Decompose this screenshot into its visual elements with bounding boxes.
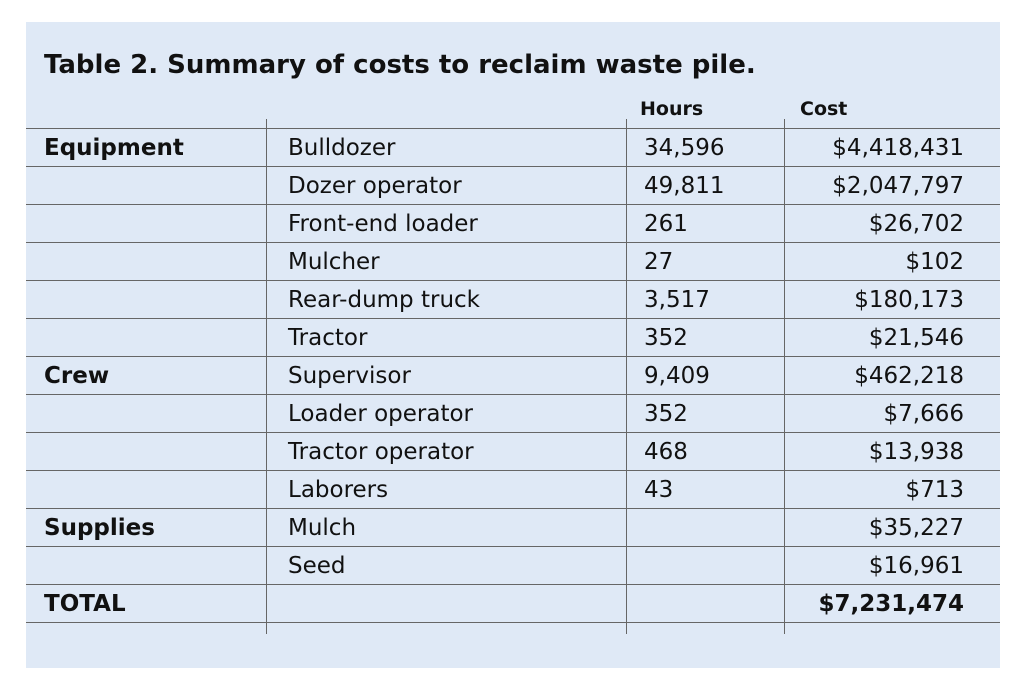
row-item: Supervisor <box>266 356 626 395</box>
row-category <box>26 166 266 205</box>
row-hours: 49,811 <box>626 166 784 205</box>
row-cost: $21,546 <box>784 318 1000 357</box>
row-cost: $2,047,797 <box>784 166 1000 205</box>
row-category <box>26 394 266 433</box>
row-hours: 34,596 <box>626 128 784 167</box>
table-row: Supplies Mulch $35,227 <box>26 508 1000 547</box>
row-item: Mulcher <box>266 242 626 281</box>
row-item: Mulch <box>266 508 626 547</box>
row-cost: $16,961 <box>784 546 1000 585</box>
row-category: Equipment <box>26 128 266 167</box>
row-hours <box>626 508 784 547</box>
row-category <box>26 204 266 243</box>
row-hours: 3,517 <box>626 280 784 319</box>
row-hours <box>626 546 784 585</box>
row-item: Loader operator <box>266 394 626 433</box>
cost-table: Equipment Bulldozer 34,596 $4,418,431 Dozer … <box>26 128 1000 623</box>
row-item: Bulldozer <box>266 128 626 167</box>
table-row: Equipment Bulldozer 34,596 $4,418,431 <box>26 128 1000 167</box>
table-row: Mulcher 27 $102 <box>26 242 1000 281</box>
column-header-hours: Hours <box>640 98 704 120</box>
column-header-cost: Cost <box>800 98 848 120</box>
row-cost: $13,938 <box>784 432 1000 471</box>
row-category: Crew <box>26 356 266 395</box>
row-item: Laborers <box>266 470 626 509</box>
table-row: Dozer operator 49,811 $2,047,797 <box>26 166 1000 205</box>
row-item: Tractor <box>266 318 626 357</box>
row-cost: $180,173 <box>784 280 1000 319</box>
table-row: Loader operator 352 $7,666 <box>26 394 1000 433</box>
table-row: Rear-dump truck 3,517 $180,173 <box>26 280 1000 319</box>
row-cost: $713 <box>784 470 1000 509</box>
table-row: Tractor operator 468 $13,938 <box>26 432 1000 471</box>
row-cost: $35,227 <box>784 508 1000 547</box>
row-item: Seed <box>266 546 626 585</box>
table-row: Laborers 43 $713 <box>26 470 1000 509</box>
row-hours: 9,409 <box>626 356 784 395</box>
row-item: Front-end loader <box>266 204 626 243</box>
table-title: Table 2. Summary of costs to reclaim was… <box>44 50 756 80</box>
row-cost: $26,702 <box>784 204 1000 243</box>
row-category: Supplies <box>26 508 266 547</box>
row-hours: 261 <box>626 204 784 243</box>
table-row: Front-end loader 261 $26,702 <box>26 204 1000 243</box>
row-cost: $462,218 <box>784 356 1000 395</box>
table-panel: Table 2. Summary of costs to reclaim was… <box>26 22 1000 668</box>
row-hours: 43 <box>626 470 784 509</box>
row-hours: 352 <box>626 318 784 357</box>
table-row: Crew Supervisor 9,409 $462,218 <box>26 356 1000 395</box>
total-item-empty <box>266 584 626 623</box>
row-item: Rear-dump truck <box>266 280 626 319</box>
row-item: Dozer operator <box>266 166 626 205</box>
row-hours: 352 <box>626 394 784 433</box>
total-cost: $7,231,474 <box>784 584 1000 623</box>
row-category <box>26 432 266 471</box>
row-cost: $7,666 <box>784 394 1000 433</box>
row-category <box>26 470 266 509</box>
total-hours-empty <box>626 584 784 623</box>
row-cost: $4,418,431 <box>784 128 1000 167</box>
row-hours: 468 <box>626 432 784 471</box>
row-category <box>26 242 266 281</box>
row-category <box>26 280 266 319</box>
table-row: Tractor 352 $21,546 <box>26 318 1000 357</box>
row-category <box>26 546 266 585</box>
total-row: TOTAL $7,231,474 <box>26 584 1000 623</box>
total-label: TOTAL <box>26 584 266 623</box>
row-item: Tractor operator <box>266 432 626 471</box>
row-category <box>26 318 266 357</box>
table-row: Seed $16,961 <box>26 546 1000 585</box>
row-hours: 27 <box>626 242 784 281</box>
row-cost: $102 <box>784 242 1000 281</box>
